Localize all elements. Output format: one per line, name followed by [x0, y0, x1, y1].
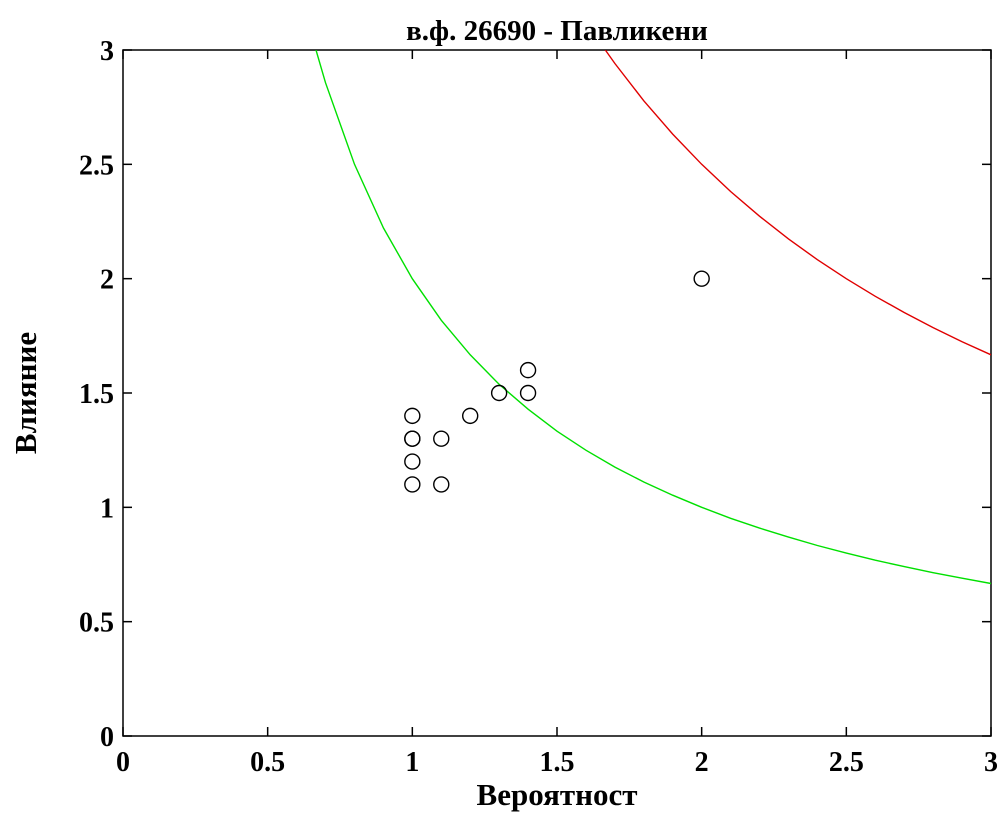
data-point [693, 270, 710, 287]
x-tick-label: 0 [116, 747, 130, 778]
data-point [404, 476, 421, 493]
plot-area-frame [122, 49, 992, 737]
y-tick-label: 2 [100, 265, 114, 296]
chart-title: в.ф. 26690 - Павликени [406, 15, 708, 47]
data-point [519, 384, 537, 402]
y-tick-label: 1.5 [79, 379, 114, 410]
data-point [433, 476, 450, 493]
data-point [404, 430, 421, 447]
axis-ticks [122, 49, 992, 737]
y-tick-label: 0.5 [79, 608, 114, 639]
x-tick-label: 1 [405, 747, 419, 778]
data-point [490, 384, 508, 402]
axis-tick-labels: 0 0.5 1 1.5 2 2.5 3 0 0.5 1 1.5 2 2.5 3 [79, 36, 998, 778]
x-axis-label: Вероятност [477, 777, 638, 812]
y-tick-label: 2.5 [79, 150, 114, 181]
y-tick-label: 1 [100, 493, 114, 524]
x-tick-label: 3 [984, 747, 998, 778]
x-tick-label: 2.5 [829, 747, 864, 778]
data-point [404, 407, 421, 425]
x-tick-label: 1.5 [540, 747, 575, 778]
x-tick-label: 0.5 [250, 747, 285, 778]
y-tick-label: 3 [100, 36, 114, 67]
threshold-curves [315, 50, 991, 585]
data-point [404, 453, 421, 470]
data-point [433, 430, 450, 447]
threshold-curve-2 [604, 50, 991, 356]
y-tick-label: 0 [100, 722, 114, 753]
threshold-curve-1 [315, 50, 991, 585]
x-tick-label: 2 [695, 747, 709, 778]
data-point [519, 361, 537, 379]
y-axis-label: Влияние [8, 332, 43, 454]
data-point [462, 407, 479, 425]
data-points [404, 270, 710, 493]
